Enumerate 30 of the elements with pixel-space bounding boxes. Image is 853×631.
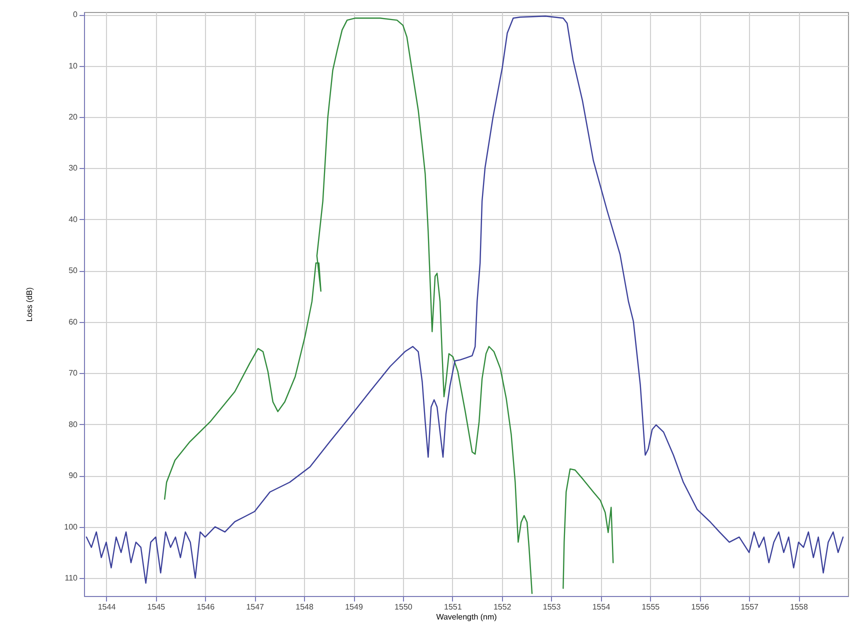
x-tick-label: 1553: [542, 602, 562, 612]
x-tick-label: 1545: [147, 602, 166, 612]
y-tick-label: 80: [68, 420, 78, 429]
x-tick-label: 1550: [394, 602, 413, 612]
x-tick-label: 1558: [790, 602, 808, 612]
y-tick-label: 20: [68, 112, 78, 122]
y-tick-label: 60: [68, 317, 78, 326]
x-tick-label: 1547: [246, 602, 265, 612]
x-tick-label: 1556: [691, 602, 710, 612]
x-tick-label: 1557: [740, 602, 760, 612]
y-tick-label: 100: [64, 522, 78, 532]
y-tick-label: 30: [68, 164, 78, 173]
x-tick-label: 1549: [345, 602, 364, 612]
x-tick-label: 1548: [296, 602, 314, 612]
line-series: [86, 16, 844, 584]
y-tick-label: 40: [68, 214, 78, 224]
y-tick-label: 50: [68, 266, 78, 276]
x-tick-label: 1546: [196, 602, 216, 612]
y-tick-label: 70: [68, 368, 78, 378]
x-tick-label: 1552: [493, 602, 512, 612]
x-axis-title: Wavelength (nm): [436, 612, 498, 622]
y-tick-label: 0: [73, 10, 78, 20]
x-tick-label: 1551: [444, 602, 462, 612]
x-tick-label: 1544: [98, 602, 116, 612]
y-tick-label: 10: [68, 61, 78, 70]
y-tick-label: 110: [64, 574, 78, 583]
x-tick-label: 1555: [642, 602, 660, 612]
x-tick-label: 1554: [592, 602, 611, 612]
y-axis-title: Loss (dB): [25, 287, 34, 322]
y-tick-label: 90: [68, 471, 78, 480]
